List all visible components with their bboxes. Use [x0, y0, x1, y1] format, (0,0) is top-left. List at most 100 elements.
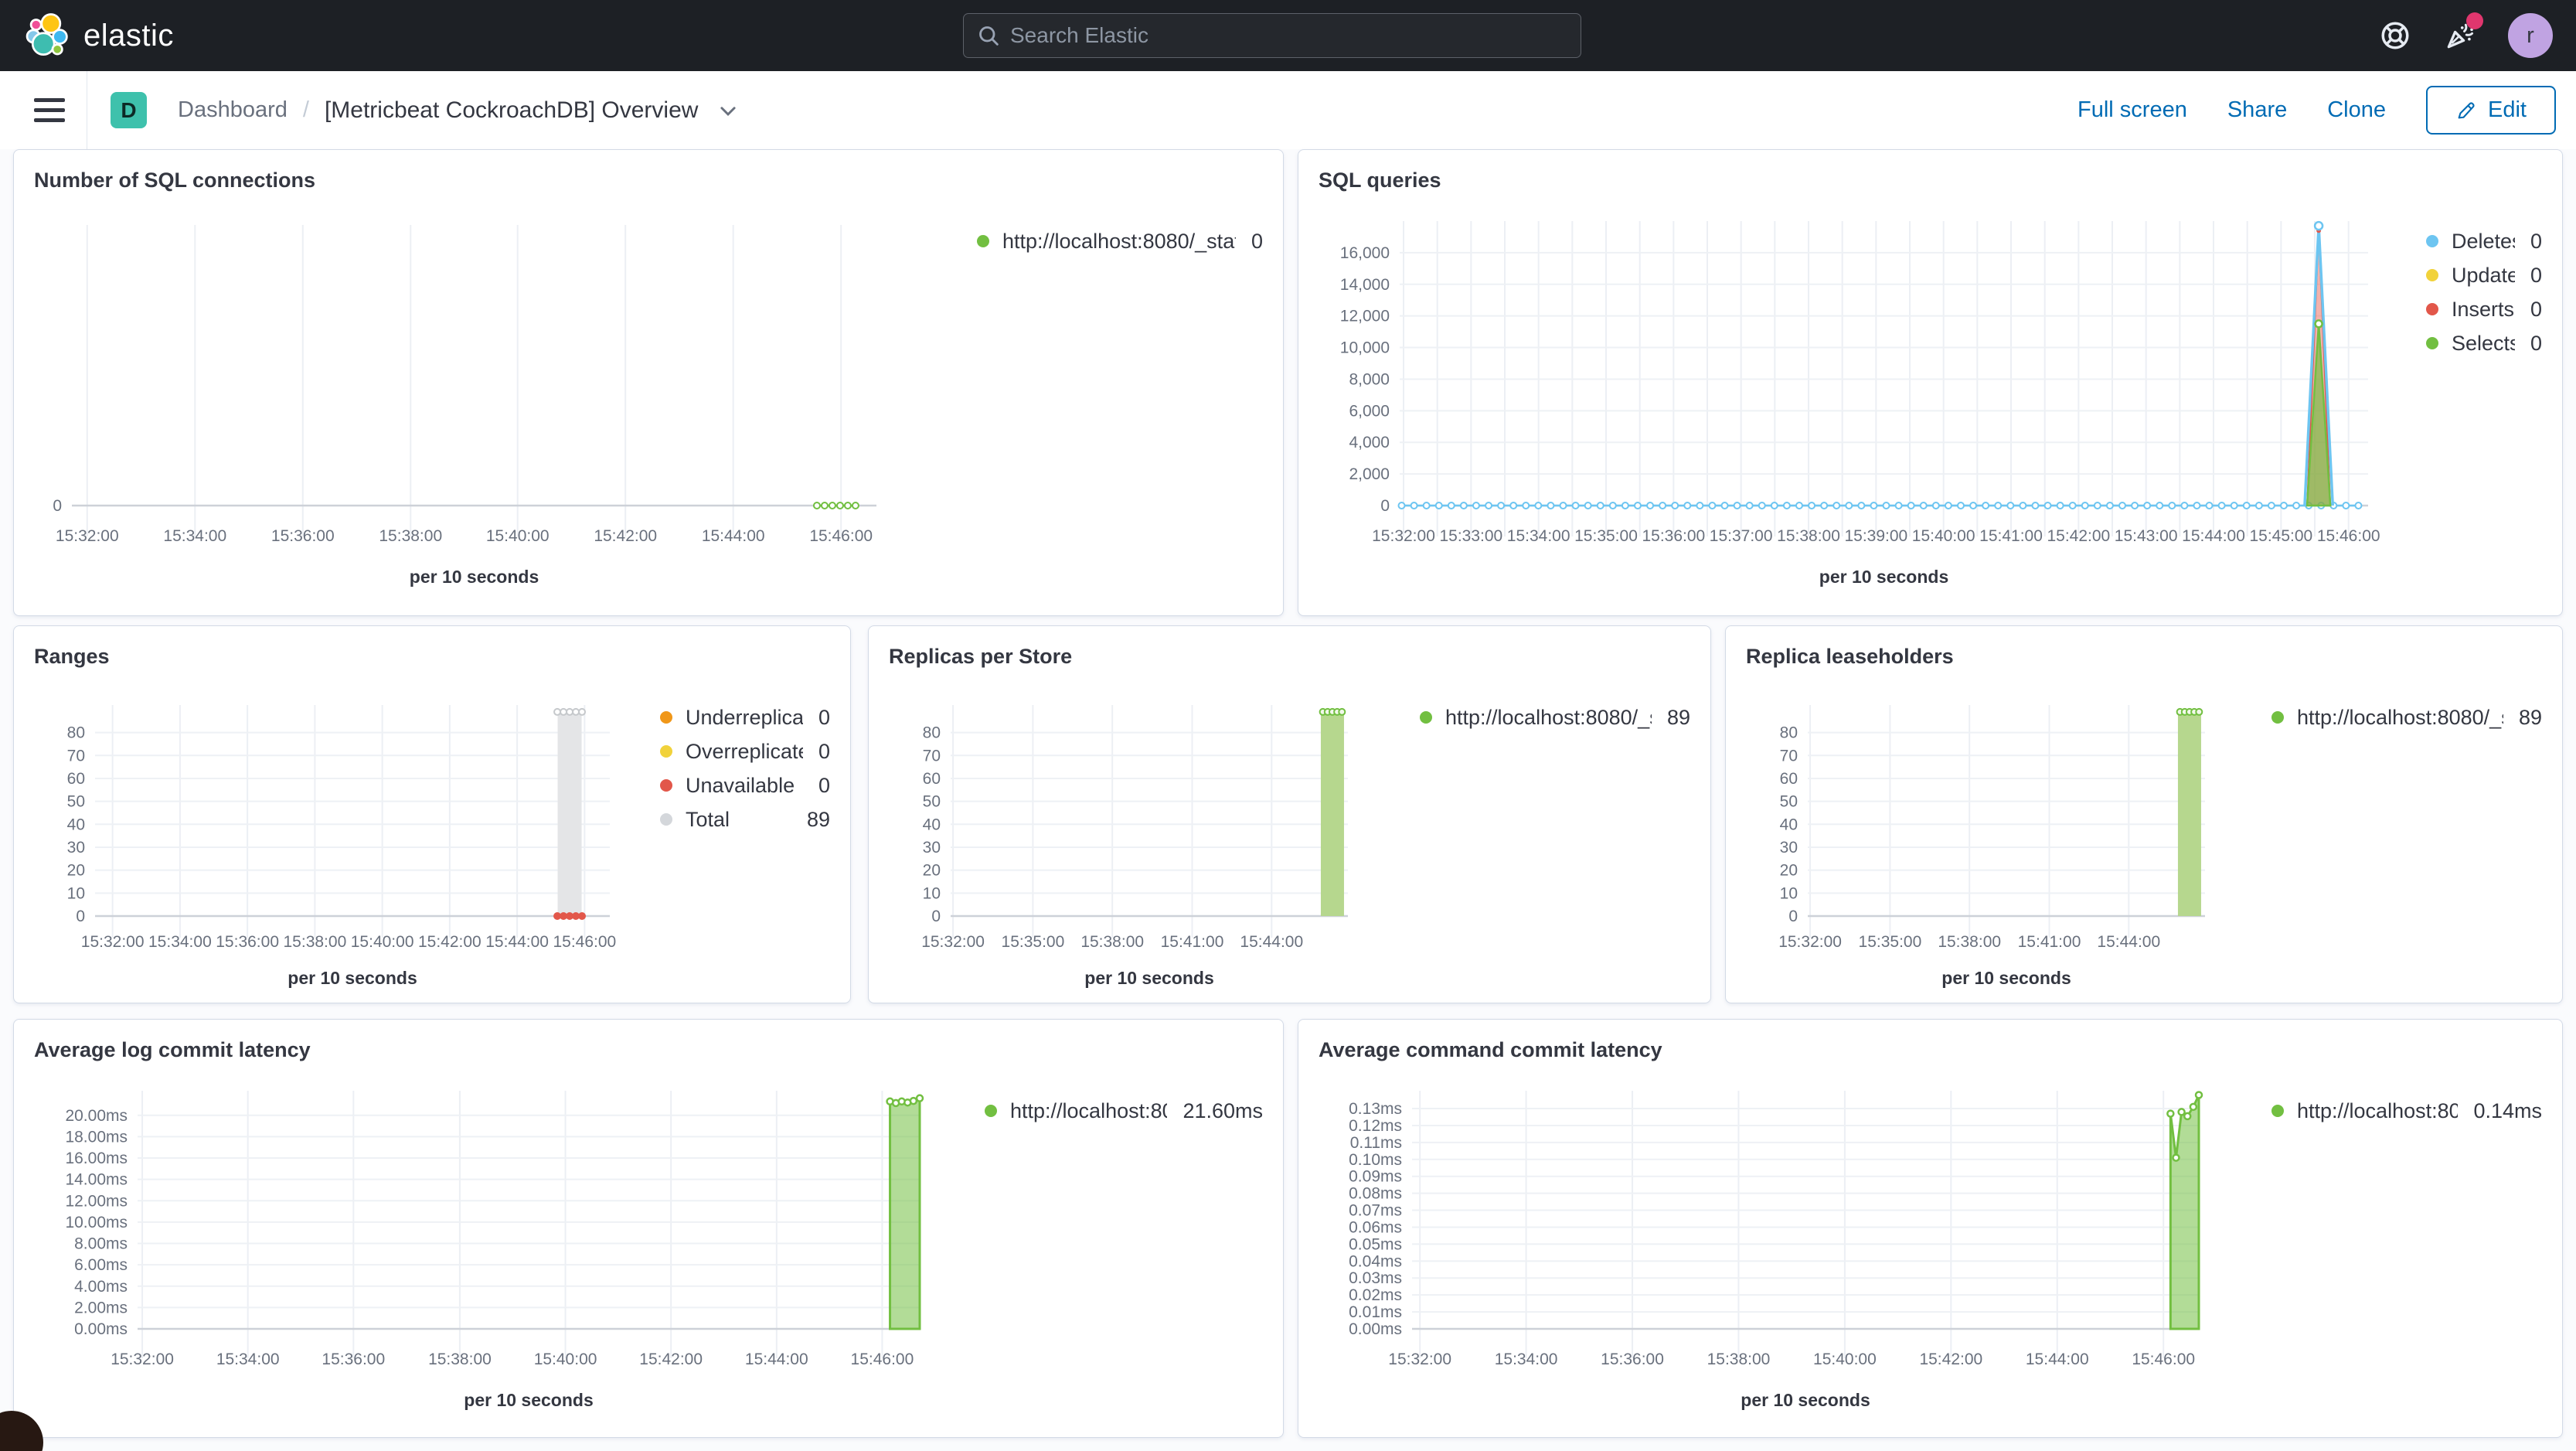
- legend-entry[interactable]: Underreplicated 0: [660, 700, 830, 734]
- panel-title[interactable]: Replica leaseholders: [1746, 645, 1954, 668]
- legend-entry[interactable]: Inserts 0: [2426, 292, 2542, 326]
- legend-value: 0: [818, 773, 830, 797]
- svg-text:15:41:00: 15:41:00: [2018, 933, 2081, 951]
- svg-text:0.00ms: 0.00ms: [1349, 1320, 1402, 1338]
- svg-text:0.00ms: 0.00ms: [74, 1320, 128, 1338]
- svg-text:15:37:00: 15:37:00: [1710, 527, 1773, 545]
- legend-entry[interactable]: http://localhost:8080/_sta... 89: [1420, 700, 1690, 734]
- legend-label: http://localhost:8080...: [2297, 1098, 2459, 1122]
- panel-replica-leaseholders: Replica leaseholders 0 10 20 30 40 50 60 70 80 15…: [1725, 625, 2563, 1003]
- svg-text:15:46:00: 15:46:00: [2132, 1351, 2195, 1368]
- panel-replicas-per-store: Replicas per Store 0 10 20 30 40 50 60 70 80 15:3…: [868, 625, 1711, 1003]
- lifebuoy-help-icon: [2381, 22, 2409, 49]
- svg-text:10: 10: [923, 884, 941, 902]
- legend-value: 0: [818, 705, 830, 729]
- svg-text:0.06ms: 0.06ms: [1349, 1218, 1402, 1236]
- panel-title[interactable]: Replicas per Store: [889, 645, 1073, 668]
- party-popper-icon: [2447, 23, 2474, 49]
- share-button[interactable]: Share: [2227, 97, 2288, 122]
- svg-text:15:36:00: 15:36:00: [1601, 1351, 1664, 1368]
- toolbar: D Dashboard / [Metricbeat CockroachDB] O…: [0, 71, 2576, 149]
- svg-text:15:44:00: 15:44:00: [745, 1351, 808, 1368]
- panel-title[interactable]: SQL queries: [1319, 169, 1441, 192]
- svg-text:70: 70: [923, 747, 941, 765]
- svg-text:20: 20: [67, 862, 85, 880]
- svg-text:15:42:00: 15:42:00: [1919, 1351, 1982, 1368]
- panel-title[interactable]: Ranges: [34, 645, 110, 668]
- elastic-logo[interactable]: elastic: [23, 12, 174, 60]
- svg-text:10.00ms: 10.00ms: [65, 1214, 128, 1231]
- user-avatar[interactable]: r: [2508, 13, 2553, 58]
- svg-text:15:44:00: 15:44:00: [2182, 527, 2245, 545]
- svg-text:15:45:00: 15:45:00: [2249, 527, 2312, 545]
- menu-button[interactable]: [34, 98, 65, 122]
- chevron-down-icon[interactable]: [718, 100, 738, 121]
- legend-entry[interactable]: Updates 0: [2426, 258, 2542, 292]
- top-navigation: elastic: [0, 0, 2576, 71]
- svg-text:10,000: 10,000: [1340, 339, 1390, 357]
- svg-text:50: 50: [67, 793, 85, 811]
- legend-entry[interactable]: Deletes 0: [2426, 224, 2542, 258]
- svg-text:10: 10: [67, 884, 85, 902]
- svg-text:15:42:00: 15:42:00: [2047, 527, 2110, 545]
- panel-title[interactable]: Average log commit latency: [34, 1038, 311, 1061]
- svg-text:80: 80: [67, 724, 85, 742]
- chart-legend: Deletes 0 Updates 0 Inserts 0 Selects 0: [2408, 190, 2562, 615]
- svg-text:15:46:00: 15:46:00: [553, 933, 616, 951]
- svg-text:0: 0: [1380, 497, 1390, 515]
- legend-entry[interactable]: Selects 0: [2426, 326, 2542, 360]
- search-input[interactable]: [1010, 23, 1567, 48]
- panel-title[interactable]: Average command commit latency: [1319, 1038, 1662, 1061]
- svg-text:14,000: 14,000: [1340, 276, 1390, 294]
- dashboard-app-badge[interactable]: D: [111, 92, 147, 128]
- svg-text:0.07ms: 0.07ms: [1349, 1202, 1402, 1220]
- svg-text:8.00ms: 8.00ms: [74, 1235, 128, 1253]
- newsfeed-button[interactable]: [2443, 12, 2483, 53]
- chart-replica-leaseholders: 0 10 20 30 40 50 60 70 80 15:32:00 15:35:00 15:38:0…: [1726, 666, 2253, 1003]
- svg-text:15:34:00: 15:34:00: [216, 1351, 280, 1368]
- svg-text:15:38:00: 15:38:00: [1938, 933, 2001, 951]
- svg-text:15:32:00: 15:32:00: [1372, 527, 1435, 545]
- svg-text:per 10 seconds: per 10 seconds: [1084, 968, 1213, 988]
- svg-text:15:40:00: 15:40:00: [1912, 527, 1975, 545]
- svg-text:15:32:00: 15:32:00: [1778, 933, 1842, 951]
- breadcrumb: Dashboard / [Metricbeat CockroachDB] Ove…: [178, 97, 738, 124]
- breadcrumb-dashboard-link[interactable]: Dashboard: [178, 97, 288, 122]
- svg-text:15:36:00: 15:36:00: [1642, 527, 1705, 545]
- svg-text:15:46:00: 15:46:00: [2317, 527, 2380, 545]
- svg-text:0.04ms: 0.04ms: [1349, 1252, 1402, 1270]
- edit-button[interactable]: Edit: [2426, 86, 2556, 135]
- series-color-dot: [2426, 269, 2438, 281]
- legend-label: Total: [686, 807, 730, 831]
- legend-value: 21.60ms: [1183, 1098, 1263, 1122]
- global-search[interactable]: [963, 13, 1581, 58]
- svg-text:15:38:00: 15:38:00: [428, 1351, 492, 1368]
- legend-label: Selects: [2452, 331, 2515, 355]
- legend-entry[interactable]: Overreplicated 0: [660, 734, 830, 768]
- svg-text:15:34:00: 15:34:00: [148, 933, 212, 951]
- legend-entry[interactable]: http://localhost:808... 21.60ms: [985, 1094, 1263, 1128]
- svg-text:8,000: 8,000: [1349, 370, 1390, 388]
- edit-button-label: Edit: [2488, 97, 2527, 122]
- help-button[interactable]: [2378, 19, 2412, 53]
- svg-text:0.01ms: 0.01ms: [1349, 1303, 1402, 1321]
- panel-sql-connections: Number of SQL connections 0 15:32:00 15:34…: [13, 149, 1284, 616]
- svg-text:0.12ms: 0.12ms: [1349, 1117, 1402, 1135]
- svg-text:15:34:00: 15:34:00: [1507, 527, 1570, 545]
- clone-button[interactable]: Clone: [2327, 97, 2387, 122]
- legend-entry[interactable]: http://localhost:8080/_stat... 0: [977, 224, 1263, 258]
- chart-ranges: 0 10 20 30 40 50 60 70 80 15:32:00 15:34:00 15:36:0…: [14, 666, 641, 1003]
- legend-entry[interactable]: Total 89: [660, 802, 830, 836]
- legend-entry[interactable]: Unavailable 0: [660, 768, 830, 802]
- panel-title[interactable]: Number of SQL connections: [34, 169, 316, 192]
- svg-text:15:38:00: 15:38:00: [1777, 527, 1840, 545]
- svg-text:4.00ms: 4.00ms: [74, 1278, 128, 1296]
- svg-text:60: 60: [67, 770, 85, 788]
- legend-entry[interactable]: http://localhost:8080/_sta... 89: [2271, 700, 2542, 734]
- legend-entry[interactable]: http://localhost:8080... 0.14ms: [2271, 1094, 2542, 1128]
- svg-text:per 10 seconds: per 10 seconds: [1819, 567, 1948, 587]
- legend-value: 0: [2530, 331, 2542, 355]
- legend-value: 0.14ms: [2473, 1098, 2542, 1122]
- legend-value: 0: [1251, 229, 1263, 253]
- full-screen-button[interactable]: Full screen: [2077, 97, 2187, 122]
